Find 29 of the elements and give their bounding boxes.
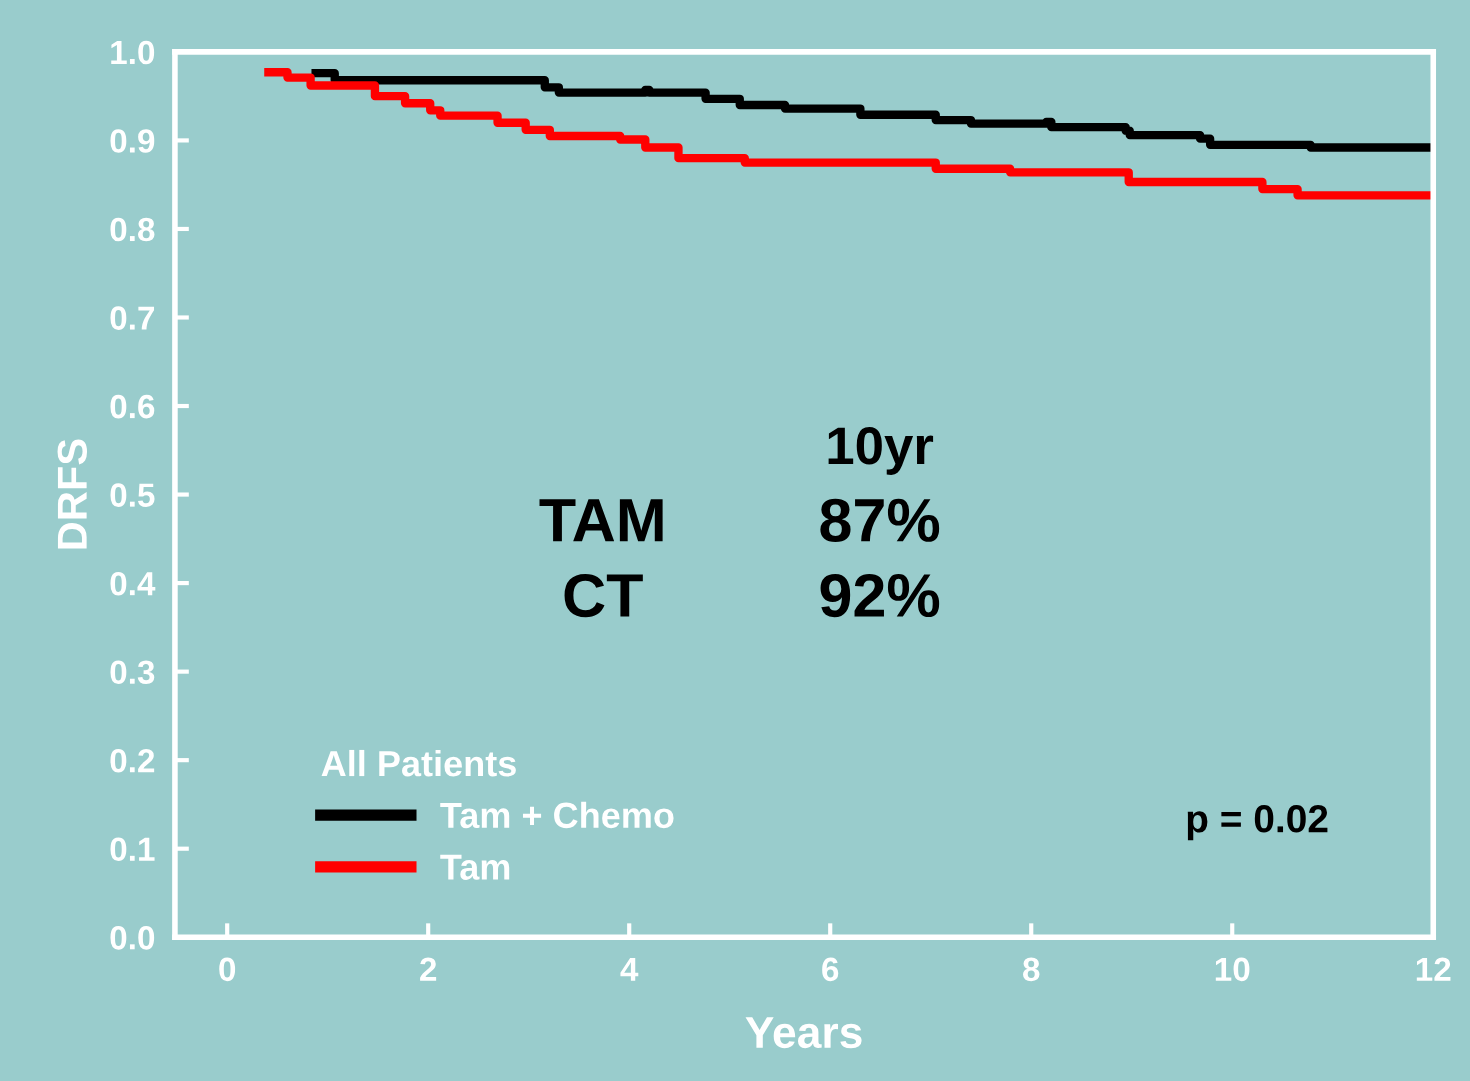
- y-tick-label: 0.1: [110, 837, 155, 862]
- x-tick-label: 2: [420, 957, 437, 981]
- legend-label: Tam + Chemo: [440, 801, 674, 829]
- legend-title: All Patients: [321, 749, 516, 777]
- annotation: CT: [564, 573, 643, 618]
- annotation: 87%: [820, 498, 940, 542]
- x-tick-label: 10: [1215, 957, 1250, 982]
- x-tick-label: 12: [1416, 957, 1451, 981]
- y-tick-label: 0.0: [110, 926, 155, 950]
- annotation: p = 0.02: [1187, 805, 1328, 841]
- y-axis-title: DRFS: [57, 439, 88, 549]
- y-tick-label: 0.3: [110, 660, 155, 685]
- x-tick-label: 0: [219, 957, 236, 982]
- y-tick-label: 0.8: [110, 217, 155, 242]
- y-tick-label: 0.7: [110, 306, 155, 330]
- y-tick-label: 0.9: [110, 129, 155, 153]
- y-tick-label: 0.4: [110, 571, 156, 596]
- y-tick-label: 1.0: [111, 40, 155, 65]
- annotation: TAM: [539, 499, 663, 542]
- y-tick-label: 0.6: [110, 394, 155, 419]
- y-tick-label: 0.5: [110, 483, 155, 507]
- x-tick-label: 4: [620, 957, 639, 981]
- annotation: 10yr: [828, 427, 934, 475]
- x-axis-title: Years: [745, 1017, 862, 1049]
- legend-label: Tam: [440, 854, 510, 880]
- x-tick-label: 6: [822, 957, 839, 982]
- annotation: 92%: [820, 573, 940, 618]
- x-tick-label: 8: [1023, 957, 1040, 982]
- y-tick-label: 0.2: [110, 748, 155, 773]
